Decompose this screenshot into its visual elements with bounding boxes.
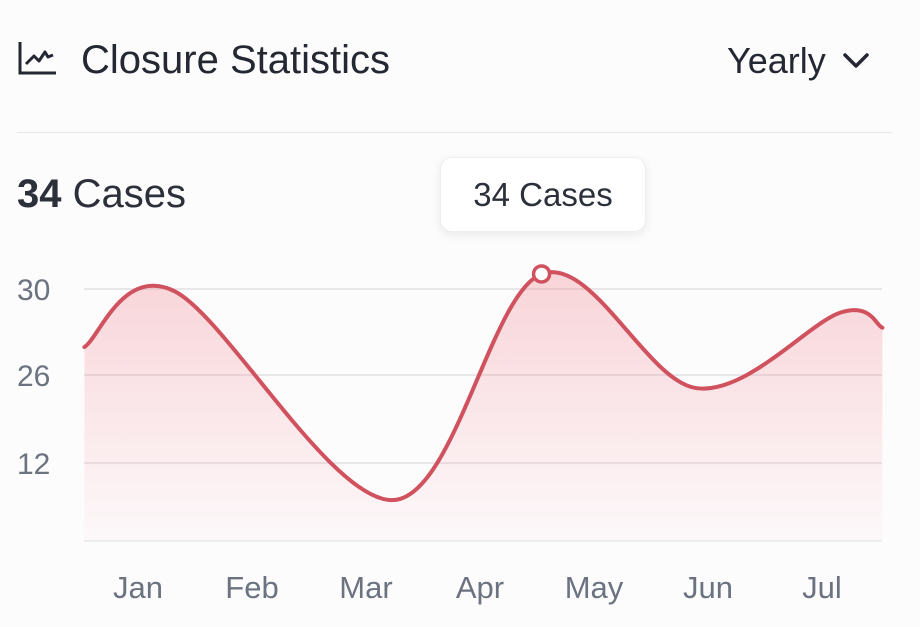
y-tick-label: 26 [17,360,50,393]
x-tick-label: Jan [113,570,163,605]
line-chart-icon [18,42,56,75]
area-fill [84,272,883,541]
period-dropdown[interactable]: Yearly [727,40,870,82]
highlighted-point [531,264,552,284]
period-label: Yearly [727,40,826,81]
x-tick-label: May [565,570,624,605]
cases-count: 34 [17,172,62,216]
x-tick-label: Jul [802,570,842,605]
chevron-down-icon [843,53,869,68]
cases-unit: Cases [72,172,187,216]
x-tick-label: Feb [225,570,278,605]
series-line [82,270,885,503]
y-tick-label: 30 [17,274,50,307]
x-tick-label: Apr [456,570,504,605]
y-tick-label: 12 [17,448,50,481]
card-title: Closure Statistics [81,38,390,82]
header-divider [17,132,892,133]
chart-tooltip: 34 Cases [440,157,646,232]
x-tick-label: Mar [339,570,392,605]
x-tick-label: Jun [683,570,733,605]
cases-summary: 34 Cases [17,172,186,217]
